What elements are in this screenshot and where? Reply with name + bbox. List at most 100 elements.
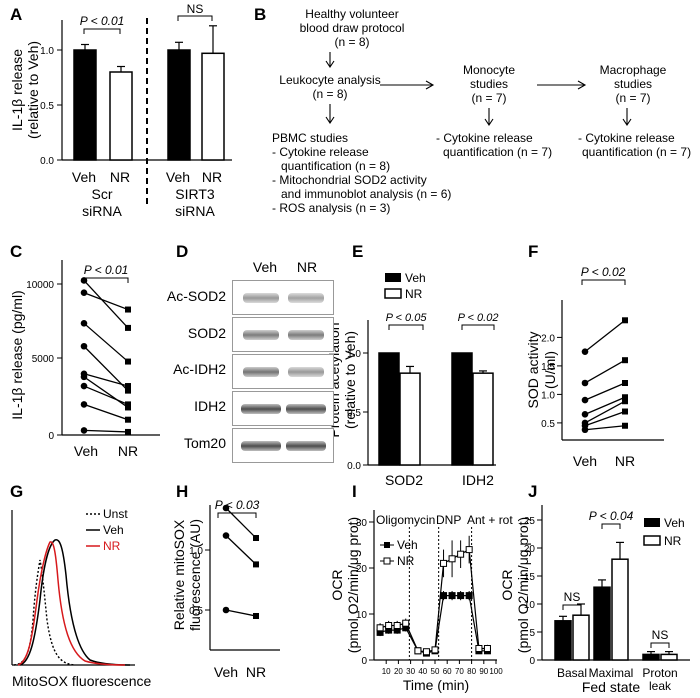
b-node-monocyte: Monocyte xyxy=(463,63,515,77)
f-pair-line xyxy=(584,382,626,401)
d-blot-ac-sod2 xyxy=(232,280,334,315)
c-point-nr xyxy=(125,428,131,435)
b-node-macrophage: Macrophage xyxy=(600,63,667,77)
c-point-nr xyxy=(125,401,131,408)
e-ylabel-2: (relative to Veh) xyxy=(342,331,358,429)
c-point-veh xyxy=(80,401,88,408)
i-point xyxy=(465,592,473,600)
panel-letter-j: J xyxy=(528,482,537,501)
panel-letter-e: E xyxy=(352,242,363,261)
c-pair-line xyxy=(83,376,129,408)
panel-f: 0.51.01.52.0 SOD activity (U/ml) Veh NR … xyxy=(525,265,664,469)
c-point-nr xyxy=(125,324,131,331)
e-bar xyxy=(472,372,494,466)
g-histogram-nr xyxy=(17,541,126,666)
i-annotation: Ant + rot xyxy=(467,513,513,527)
j-bar xyxy=(611,558,629,661)
i-point xyxy=(376,624,384,632)
j-bar xyxy=(593,586,611,661)
a-group-label: siRNA xyxy=(82,203,122,219)
i-annotation: Oligomycin xyxy=(376,513,435,527)
h-pair-line xyxy=(225,609,257,617)
h-ytick: 0.5 xyxy=(189,606,203,617)
h-pair-line xyxy=(225,535,257,565)
f-xtick: Veh xyxy=(573,453,597,469)
c-point-nr xyxy=(125,383,131,390)
i-xtick: 20 xyxy=(394,667,403,676)
c-point-veh xyxy=(80,289,88,297)
i-point xyxy=(414,647,422,655)
b-node-healthy: Healthy volunteer xyxy=(305,7,398,21)
e-ytick: 0.5 xyxy=(347,408,361,419)
f-ytick: 1.0 xyxy=(541,390,555,401)
panel-j: 0 5 10 15 20 25 OCR (pmol O2/min/μg prot) Veh… xyxy=(499,505,690,695)
a-ylabel: IL-1β release xyxy=(9,49,25,131)
g-legend-label: NR xyxy=(103,539,121,553)
b-node-pbmc: quantification (n = 8) xyxy=(281,159,390,173)
j-legend-swatch-nr xyxy=(643,535,661,546)
panel-letter-g: G xyxy=(10,482,23,501)
panel-letter-c: C xyxy=(10,242,22,261)
c-point-veh xyxy=(80,427,88,434)
a-ytick: 0.5 xyxy=(40,101,54,112)
j-legend-swatch-veh xyxy=(644,518,660,527)
e-ytick: 0.0 xyxy=(347,461,361,472)
i-ytick: 20 xyxy=(356,564,368,575)
a-xtick: Veh xyxy=(72,169,96,185)
j-ylabel: OCR xyxy=(499,569,515,600)
c-point-veh xyxy=(80,382,88,390)
e-bar xyxy=(399,372,421,466)
j-significance: NS xyxy=(652,628,669,642)
f-ylabel: SOD activity xyxy=(525,331,541,408)
e-significance: P < 0.05 xyxy=(386,312,428,324)
c-pair-line xyxy=(83,322,129,363)
f-ytick: 1.5 xyxy=(541,362,555,373)
b-node-monocyte-cytokine: - Cytokine release xyxy=(436,131,533,145)
i-xtick: 40 xyxy=(418,667,427,676)
a-ytick: 1.0 xyxy=(40,46,54,57)
f-pair-line xyxy=(584,359,626,384)
a-significance: P < 0.01 xyxy=(80,14,125,28)
c-point-nr xyxy=(125,387,131,394)
e-legend-swatch-nr xyxy=(384,288,402,299)
a-group-label: SIRT3 xyxy=(175,186,215,202)
c-point-nr xyxy=(125,416,131,423)
a-group-label: siRNA xyxy=(175,203,215,219)
h-point-nr xyxy=(253,613,259,619)
i-ylabel: OCR xyxy=(329,569,345,600)
f-ylabel-2: (U/ml) xyxy=(542,351,558,389)
e-bar xyxy=(451,352,473,466)
i-ytick: 0 xyxy=(361,656,367,667)
h-point-nr xyxy=(253,535,259,541)
a-xtick: Veh xyxy=(166,169,190,185)
i-point xyxy=(448,555,456,563)
f-point-nr xyxy=(622,357,628,364)
d-blot-ac-idh2 xyxy=(232,354,334,389)
h-ylabel: Relative mitoSOX xyxy=(171,519,187,630)
panel-letter-f: F xyxy=(528,242,538,261)
c-pair-line xyxy=(83,429,129,433)
b-node-pbmc: - Mitochondrial SOD2 activity xyxy=(272,173,427,187)
b-node-monocyte: studies xyxy=(470,77,508,91)
d-row-label: SOD2 xyxy=(188,325,226,341)
c-ylabel: IL-1β release (pg/ml) xyxy=(9,290,25,419)
d-row-label: Ac-SOD2 xyxy=(167,288,226,304)
f-ytick: 2.0 xyxy=(541,333,555,344)
f-point-veh xyxy=(581,379,589,387)
i-ytick: 10 xyxy=(356,610,368,621)
j-ytick: 5 xyxy=(529,628,535,639)
b-node-macrophage-cytokine: - Cytokine release xyxy=(578,131,675,145)
b-node-pbmc: - Cytokine release xyxy=(272,145,369,159)
b-node-monocyte-cytokine: quantification (n = 7) xyxy=(443,145,552,159)
c-pair-line xyxy=(83,373,129,387)
b-node-healthy: blood draw protocol xyxy=(300,21,405,35)
c-point-nr xyxy=(125,358,131,365)
h-xtick: NR xyxy=(246,664,266,680)
c-pair-line xyxy=(83,403,129,421)
c-point-veh xyxy=(80,277,88,284)
b-node-leukocyte: Leukocyte analysis xyxy=(279,73,380,87)
c-xtick: Veh xyxy=(74,443,98,459)
j-significance: NS xyxy=(564,590,581,604)
j-ytick: 15 xyxy=(524,572,536,583)
